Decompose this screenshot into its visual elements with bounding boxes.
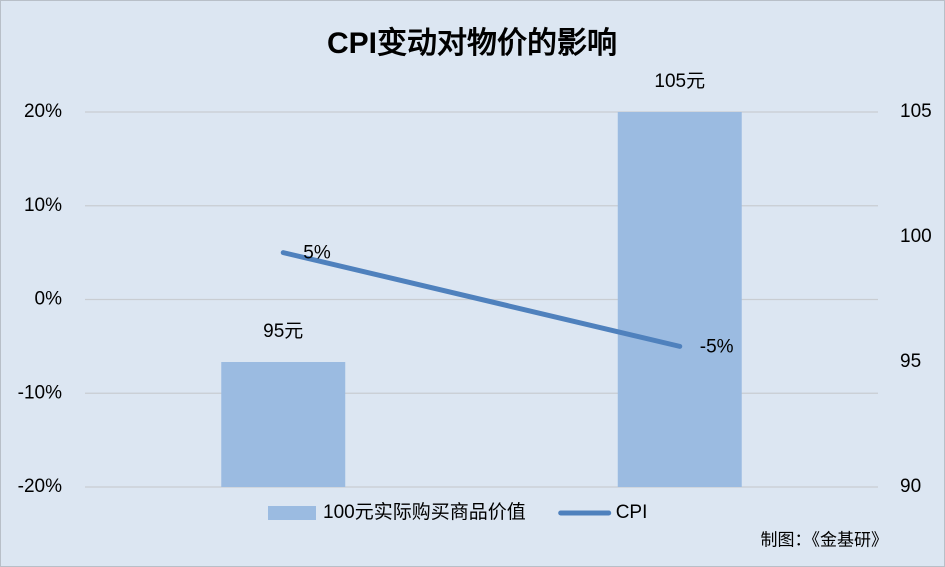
y2-tick-label: 105 xyxy=(900,101,932,122)
source: 制图：《金基研》 xyxy=(761,530,889,549)
y-tick-label: 10% xyxy=(24,195,62,216)
bar xyxy=(221,362,346,487)
y2-tick-label: 95 xyxy=(900,351,921,372)
y-tick-label: -10% xyxy=(18,382,62,403)
line xyxy=(280,250,683,349)
y2-tick-label: 100 xyxy=(900,226,932,247)
legend-swatch xyxy=(268,506,316,520)
y-tick-label: 20% xyxy=(24,101,62,122)
y-tick-label: -20% xyxy=(18,476,62,497)
legend-label: CPI xyxy=(616,502,648,523)
bar xyxy=(617,112,742,487)
bar-value-label: 95元 xyxy=(263,321,303,342)
line-value-label: 5% xyxy=(303,243,331,264)
legend-label: 100元实际购买商品价值 xyxy=(323,501,526,523)
y-tick-label: 0% xyxy=(35,289,63,310)
chart-title: CPI变动对物价的影响 xyxy=(327,26,617,60)
y2-tick-label: 90 xyxy=(900,476,921,497)
line-value-label: -5% xyxy=(700,336,734,357)
bar-value-label: 105元 xyxy=(654,71,705,92)
